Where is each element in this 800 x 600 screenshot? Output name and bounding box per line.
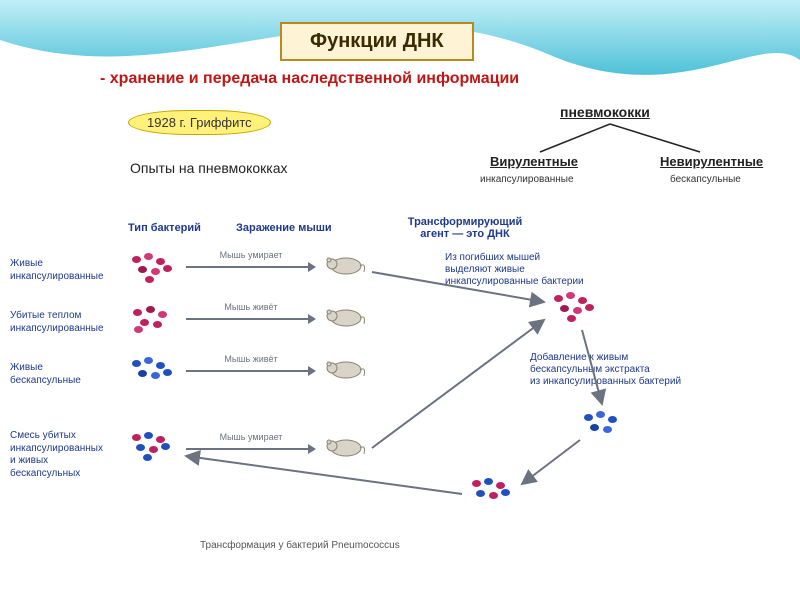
row1-arrow [186,262,316,272]
row1-mouse-icon [324,252,366,276]
footer-caption: Трансформация у бактерий Pneumococcus [200,540,400,551]
year-pill-text: 1928 г. Гриффитс [147,115,252,130]
row1-result: Мышь умирает [206,250,296,260]
trans-cluster-a [550,292,600,328]
row1-cluster [128,252,178,288]
row2-label: Убитые теплом инкапсулированные [10,310,120,335]
row3-result: Мышь живёт [206,354,296,364]
page-title: Функции ДНК [280,22,474,61]
col-header-2: Заражение мыши [236,222,332,234]
pneumococci-heading: пневмококки [560,104,650,120]
nonvirulent-label: Невирулентные [660,154,763,169]
note1: Из погибших мышей выделяют живые инкапсу… [445,252,584,288]
nonvirulent-note: бескапсульные [670,174,741,185]
trans-cluster-b [580,410,630,446]
row3-arrow [186,366,316,376]
row2-mouse-icon [324,304,366,328]
row2-arrow [186,314,316,324]
experiments-label: Опыты на пневмококках [130,160,288,176]
row3-cluster [128,356,178,392]
note2: Добавление к живым бескапсульным экстрак… [530,352,681,388]
row3-mouse-icon [324,356,366,380]
col-header-1: Тип бактерий [128,222,201,234]
year-pill: 1928 г. Гриффитс [128,110,271,135]
row4-arrow [186,444,316,454]
row4-mouse-icon [324,434,366,458]
row2-cluster [128,304,178,340]
row4-label: Смесь убитых инкапсулированных и живых б… [10,430,120,480]
row2-result: Мышь живёт [206,302,296,312]
virulent-note: инкапсулированные [480,174,574,185]
virulent-label: Вирулентные [490,154,578,169]
transform-arrows [0,0,800,600]
row4-result: Мышь умирает [206,432,296,442]
page-title-text: Функции ДНК [310,30,444,52]
split-lines [500,122,760,156]
col-header-3: Трансформирующий агент — это ДНК [400,216,530,240]
row1-label: Живые инкапсулированные [10,258,120,283]
row3-label: Живые бескапсульные [10,362,120,387]
row4-cluster [128,432,178,468]
subtitle: - хранение и передача наследственной инф… [100,70,519,88]
trans-cluster-c [468,478,518,514]
